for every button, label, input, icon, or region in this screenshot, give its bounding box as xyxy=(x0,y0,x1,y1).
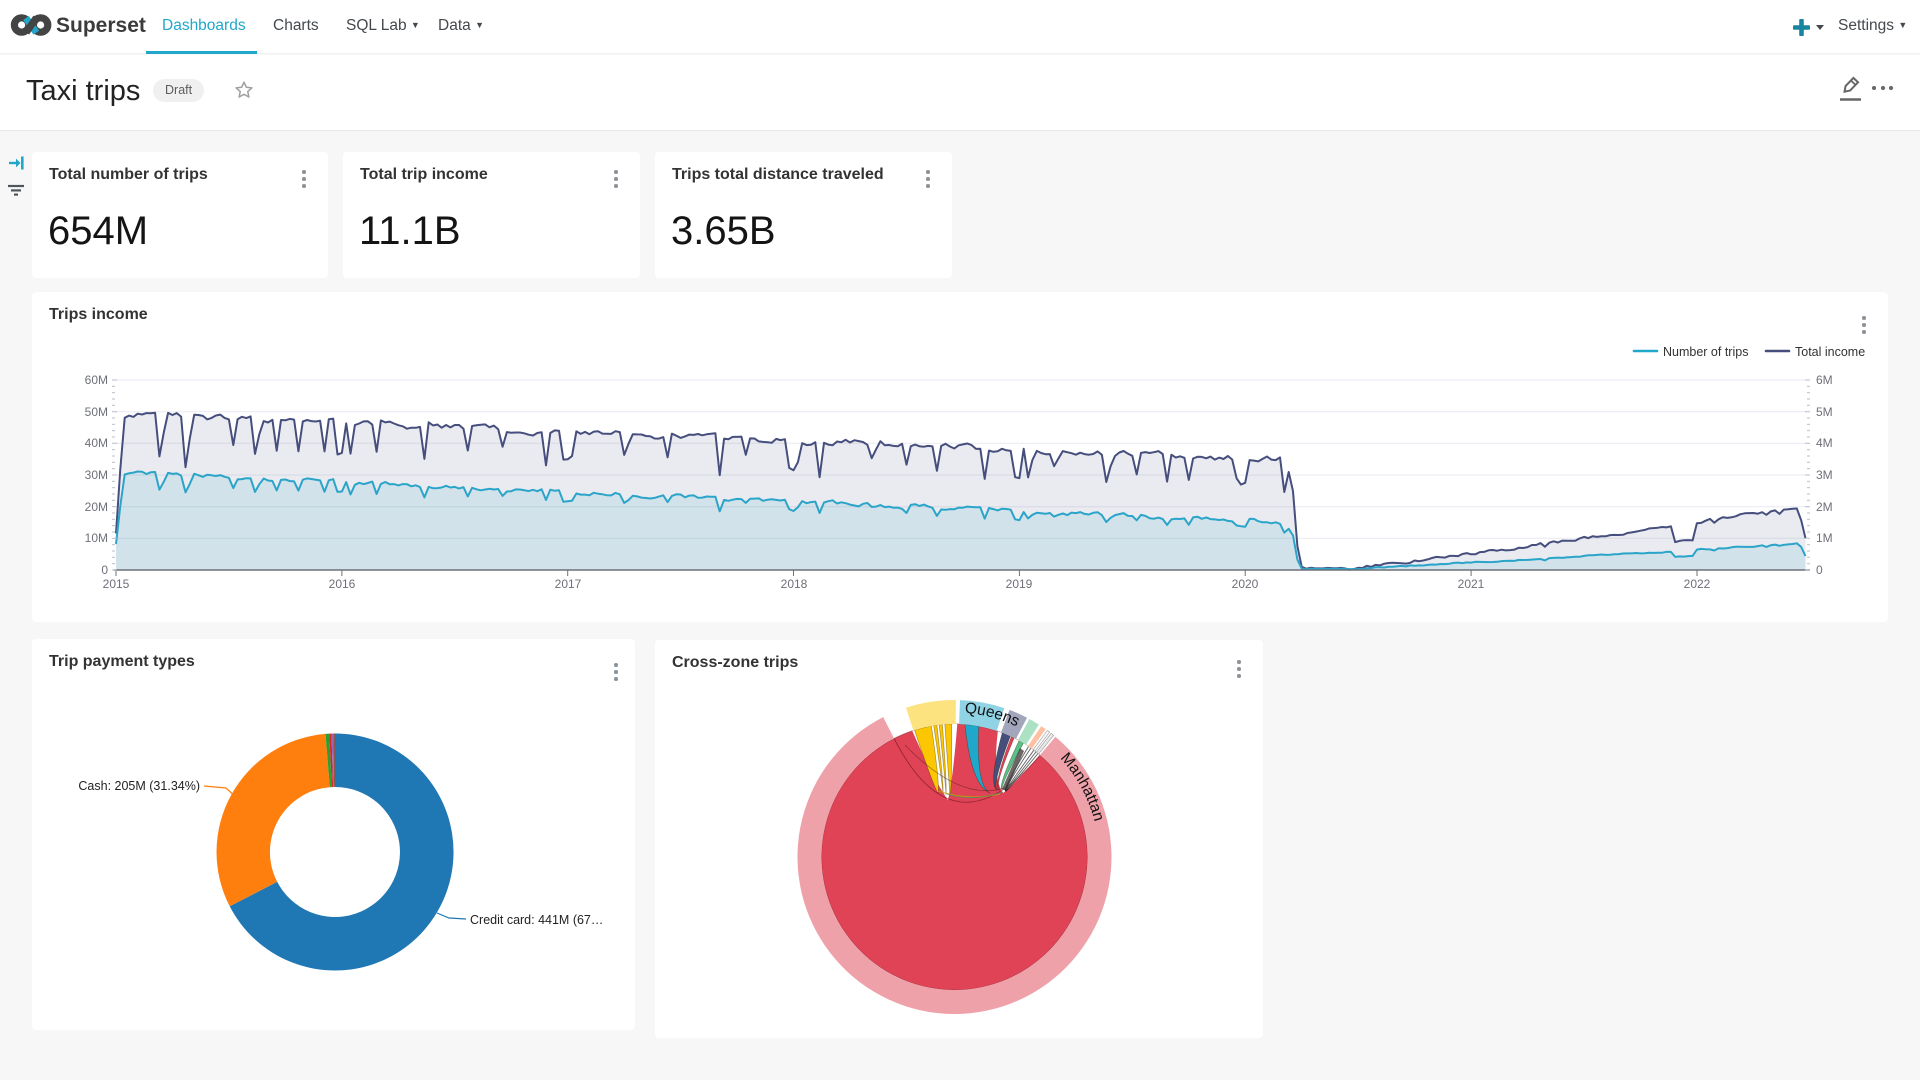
svg-text:50M: 50M xyxy=(85,405,108,419)
svg-text:2019: 2019 xyxy=(1006,577,1033,591)
svg-text:2020: 2020 xyxy=(1232,577,1259,591)
svg-text:20M: 20M xyxy=(85,500,108,514)
svg-text:40M: 40M xyxy=(85,436,108,450)
svg-text:2016: 2016 xyxy=(329,577,356,591)
svg-text:Cash: 205M (31.34%): Cash: 205M (31.34%) xyxy=(78,779,200,793)
svg-text:60M: 60M xyxy=(85,373,108,387)
svg-text:2018: 2018 xyxy=(781,577,808,591)
svg-text:5M: 5M xyxy=(1816,405,1833,419)
svg-text:Total income: Total income xyxy=(1795,345,1865,359)
svg-text:0: 0 xyxy=(1816,563,1823,577)
svg-text:2017: 2017 xyxy=(555,577,582,591)
svg-text:Credit card: 441M (67…: Credit card: 441M (67… xyxy=(470,913,603,927)
svg-text:2021: 2021 xyxy=(1458,577,1485,591)
svg-text:30M: 30M xyxy=(85,468,108,482)
svg-text:2015: 2015 xyxy=(103,577,130,591)
svg-text:2022: 2022 xyxy=(1684,577,1711,591)
svg-text:10M: 10M xyxy=(85,531,108,545)
svg-text:Number of trips: Number of trips xyxy=(1663,345,1748,359)
svg-text:2M: 2M xyxy=(1816,500,1833,514)
svg-text:6M: 6M xyxy=(1816,373,1833,387)
svg-text:4M: 4M xyxy=(1816,436,1833,450)
svg-text:3M: 3M xyxy=(1816,468,1833,482)
svg-text:0: 0 xyxy=(101,563,108,577)
svg-text:1M: 1M xyxy=(1816,531,1833,545)
